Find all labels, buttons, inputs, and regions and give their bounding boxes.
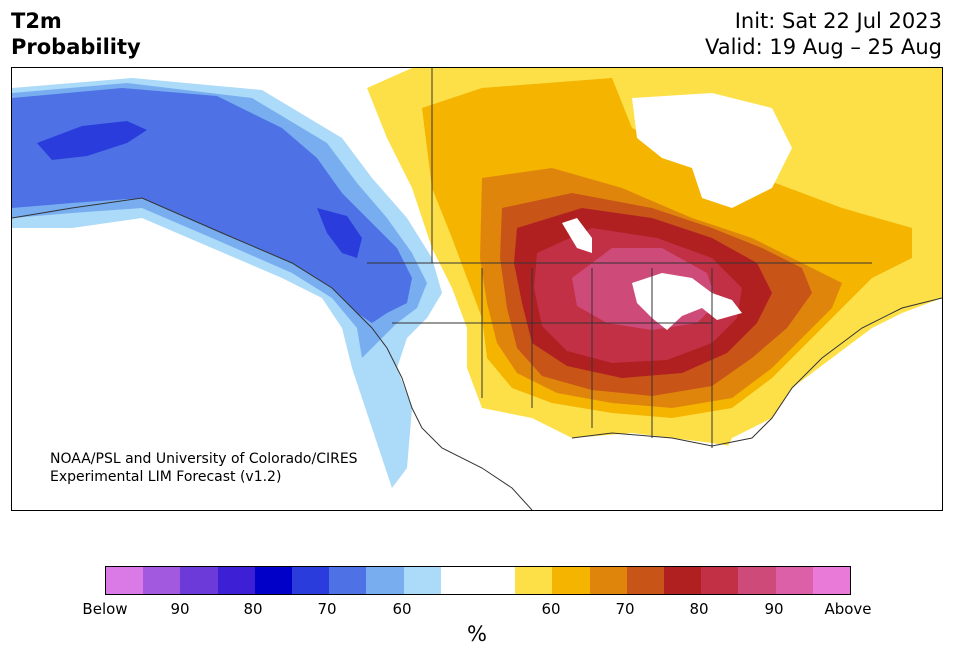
- colorbar-tick-label: 80: [243, 600, 263, 618]
- colorbar-segment: [329, 567, 367, 594]
- colorbar-segment: [254, 567, 293, 594]
- credit-line-1: NOAA/PSL and University of Colorado/CIRE…: [50, 451, 358, 467]
- forecast-map: NOAA/PSL and University of Colorado/CIRE…: [11, 67, 943, 511]
- colorbar-tick-label: 80: [689, 600, 709, 618]
- cold-region-80: [37, 121, 362, 258]
- forecast-dates: Init: Sat 22 Jul 2023 Valid: 19 Aug – 25…: [705, 8, 942, 60]
- hudson-bay: [632, 93, 792, 208]
- colorbar-segment: [775, 567, 813, 594]
- probability-colorbar: [105, 566, 851, 595]
- colorbar-segment: [515, 567, 553, 594]
- colorbar-segment: [701, 567, 739, 594]
- colorbar-tick-label: 90: [170, 600, 190, 618]
- valid-range: Valid: 19 Aug – 25 Aug: [704, 35, 942, 59]
- colorbar-tick-label: 60: [392, 600, 412, 618]
- colorbar-segment: [812, 567, 851, 594]
- colorbar-segment: [738, 567, 776, 594]
- credit-line-2: Experimental LIM Forecast (v1.2): [50, 469, 282, 485]
- colorbar-segment: [143, 567, 181, 594]
- lake-winnipeg: [562, 218, 592, 253]
- map-canvas: [12, 68, 942, 510]
- colorbar-segment: [552, 567, 590, 594]
- colorbar-tick-label: 70: [615, 600, 635, 618]
- product-name: Probability: [11, 35, 141, 59]
- great-lakes: [632, 273, 742, 330]
- map-title: T2m Probability: [11, 8, 141, 60]
- colorbar-segment: [106, 567, 144, 594]
- colorbar-segment: [292, 567, 330, 594]
- colorbar-segment: [626, 567, 665, 594]
- colorbar-segment: [589, 567, 627, 594]
- colorbar-tick-label: Above: [824, 600, 872, 618]
- forecast-credit: NOAA/PSL and University of Colorado/CIRE…: [50, 450, 358, 486]
- colorbar-segment: [180, 567, 218, 594]
- colorbar-segment: [366, 567, 404, 594]
- political-boundaries: [12, 68, 942, 510]
- colorbar-tick-label: 70: [317, 600, 337, 618]
- colorbar-segment: [440, 567, 479, 594]
- colorbar-tick-label: Below: [82, 600, 128, 618]
- colorbar-segment: [478, 567, 516, 594]
- colorbar-segment: [403, 567, 441, 594]
- colorbar-segment: [217, 567, 255, 594]
- variable-name: T2m: [11, 9, 62, 33]
- colorbar-tick-label: 60: [541, 600, 561, 618]
- colorbar-segment: [664, 567, 702, 594]
- colorbar-tick-label: 90: [764, 600, 784, 618]
- init-date: Init: Sat 22 Jul 2023: [734, 9, 942, 33]
- gulf-of-mexico: [532, 433, 812, 510]
- colorbar-unit: %: [467, 622, 487, 646]
